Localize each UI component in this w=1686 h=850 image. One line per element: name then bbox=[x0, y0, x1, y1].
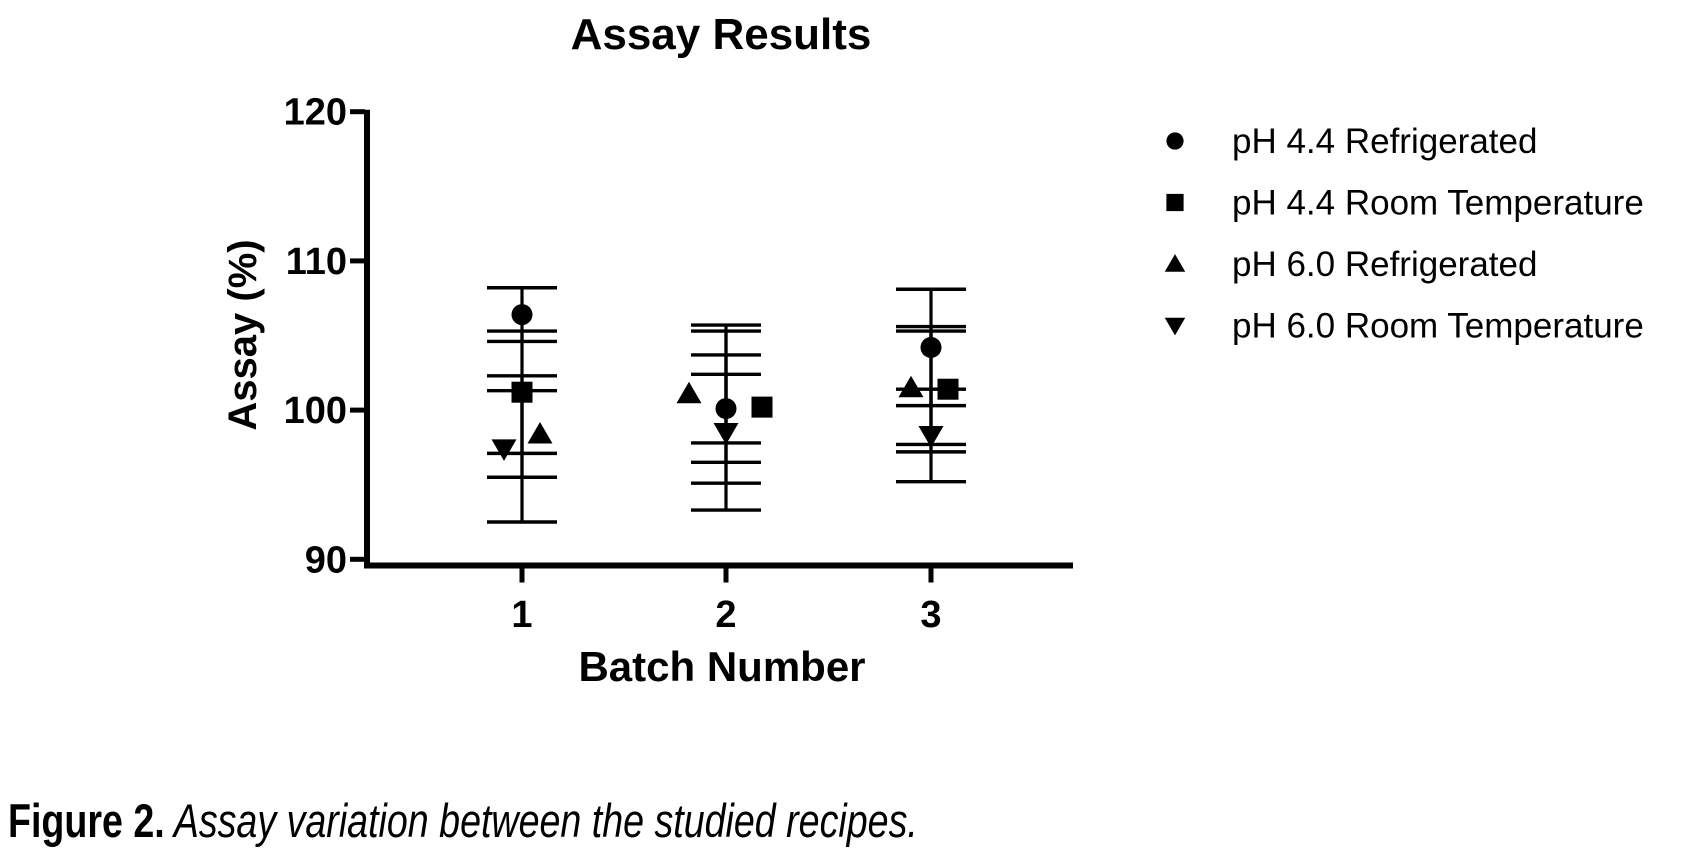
marker-triangle-up bbox=[1164, 254, 1186, 272]
marker-circle bbox=[715, 398, 737, 420]
marker-square bbox=[1166, 193, 1184, 212]
marker-square bbox=[511, 381, 533, 403]
legend-label: pH 6.0 Refrigerated bbox=[1232, 245, 1537, 284]
assay-results-chart: Assay Results Assay (%) Batch Number 120… bbox=[221, 10, 1644, 690]
marker-square bbox=[751, 396, 773, 418]
marker-triangle-down bbox=[1164, 317, 1186, 336]
figure-caption: Figure 2. Assay variation between the st… bbox=[8, 797, 918, 844]
legend-label: pH 4.4 Room Temperature bbox=[1232, 184, 1644, 223]
marker-square bbox=[937, 378, 959, 400]
data-points-layer bbox=[491, 304, 959, 461]
marker-circle bbox=[511, 304, 533, 326]
y-tick-label: 100 bbox=[284, 390, 347, 432]
x-tick-label: 2 bbox=[715, 594, 736, 636]
legend: pH 4.4 Refrigerated pH 4.4 Room Temperatu… bbox=[1164, 122, 1644, 346]
marker-triangle-down bbox=[713, 422, 739, 445]
marker-circle bbox=[920, 336, 942, 358]
chart-title: Assay Results bbox=[571, 10, 872, 59]
y-axis-label: Assay (%) bbox=[221, 239, 265, 430]
legend-item: pH 4.4 Room Temperature bbox=[1166, 184, 1644, 223]
x-tick-label: 1 bbox=[511, 594, 532, 636]
legend-label: pH 4.4 Refrigerated bbox=[1232, 122, 1537, 161]
legend-label: pH 6.0 Room Temperature bbox=[1232, 307, 1644, 346]
x-tick-label: 3 bbox=[920, 594, 941, 636]
marker-triangle-up bbox=[898, 375, 924, 398]
y-tick-label: 110 bbox=[286, 241, 347, 283]
marker-triangle-up bbox=[676, 381, 702, 404]
legend-item: pH 6.0 Refrigerated bbox=[1164, 245, 1537, 284]
marker-triangle-down bbox=[491, 439, 517, 461]
x-axis-label: Batch Number bbox=[578, 643, 865, 690]
y-tick-label: 120 bbox=[284, 92, 347, 134]
marker-circle bbox=[1166, 132, 1184, 150]
axes: 120 110 100 90 1 2 3 bbox=[284, 92, 1073, 636]
marker-triangle-up bbox=[527, 421, 553, 444]
caption-label: Figure 2. bbox=[8, 794, 165, 847]
y-tick-label: 90 bbox=[305, 539, 347, 581]
marker-triangle-down bbox=[918, 425, 944, 448]
legend-item: pH 6.0 Room Temperature bbox=[1164, 307, 1644, 346]
legend-item: pH 4.4 Refrigerated bbox=[1166, 122, 1537, 161]
caption-text: Assay variation between the studied reci… bbox=[164, 794, 918, 847]
